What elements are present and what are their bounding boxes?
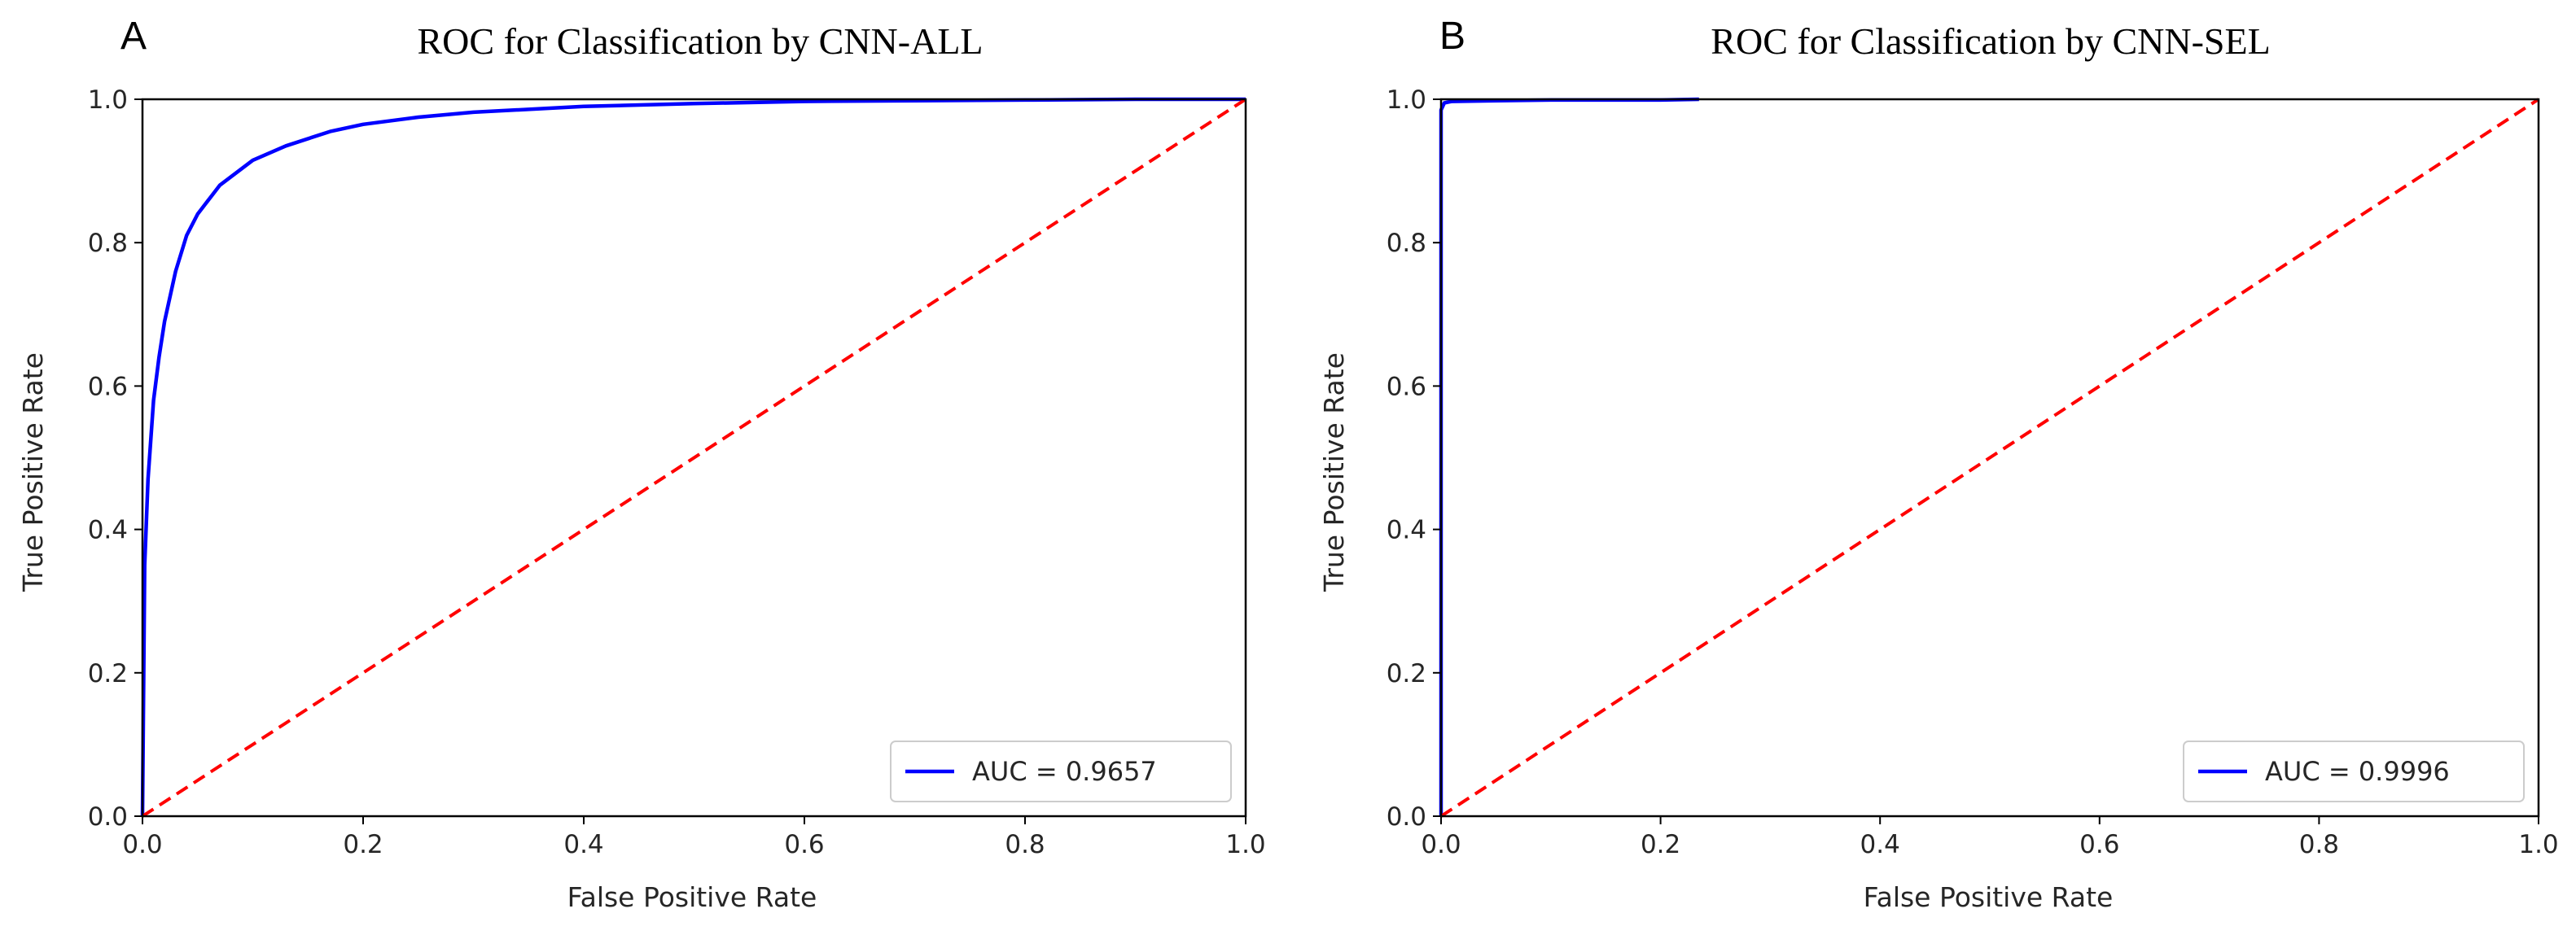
legend-box [890, 741, 1232, 802]
plot-area: 0.0 0.2 0.4 0.6 0.8 1.0 0.0 0.2 0.4 0.6 0.8 1.0 AUC … [1387, 85, 2559, 859]
roc-curve [1439, 97, 1699, 816]
roc-panel-a: A ROC for Classification by CNN-ALL Fals… [17, 15, 1266, 913]
x-tick-label: 1.0 [1225, 830, 1265, 859]
plot-area: 0.0 0.2 0.4 0.6 0.8 1.0 0.0 0.2 0.4 0.6 0.8 1.0 AUC … [88, 85, 1266, 859]
x-tick-label: 0.6 [2079, 830, 2119, 859]
y-tick-label: 0.0 [1387, 802, 1426, 832]
y-tick-label: 0.8 [1387, 229, 1426, 258]
chance-diagonal-line [1439, 98, 2540, 818]
y-axis-label: True Positive Rate [1318, 352, 1350, 592]
y-tick-label: 1.0 [1387, 85, 1426, 115]
x-tick-label: 0.4 [1860, 830, 1900, 859]
roc-panel-b: B ROC for Classification by CNN-SEL Fals… [1318, 15, 2559, 913]
legend-label: AUC = 0.9996 [2265, 756, 2450, 787]
y-tick-label: 1.0 [88, 85, 128, 115]
y-tick-label: 0.2 [1387, 659, 1426, 688]
legend: AUC = 0.9996 [2183, 741, 2525, 802]
x-tick-label: 1.0 [2518, 830, 2558, 859]
legend: AUC = 0.9657 [890, 741, 1232, 802]
x-tick-label: 0.0 [122, 830, 162, 859]
x-tick-label: 0.4 [563, 830, 603, 859]
x-tick-label: 0.6 [784, 830, 824, 859]
x-tick-label: 0.2 [343, 830, 383, 859]
axes-frame [1439, 98, 2540, 818]
chart-title: ROC for Classification by CNN-ALL [417, 20, 983, 62]
panel-label: B [1439, 15, 1465, 58]
legend-label: AUC = 0.9657 [972, 756, 1157, 787]
x-axis-label: False Positive Rate [1864, 881, 2114, 913]
y-tick-label: 0.2 [88, 659, 128, 688]
axes-frame [141, 98, 1247, 818]
x-tick-label: 0.8 [1005, 830, 1045, 859]
x-tick-label: 0.0 [1421, 830, 1461, 859]
x-tick-label: 0.2 [1641, 830, 1680, 859]
chart-title: ROC for Classification by CNN-SEL [1711, 20, 2270, 62]
y-tick-label: 0.4 [1387, 516, 1426, 545]
y-tick-label: 0.0 [88, 802, 128, 832]
y-tick-label: 0.6 [1387, 372, 1426, 401]
y-tick-label: 0.8 [88, 229, 128, 258]
y-tick-label: 0.4 [88, 516, 128, 545]
panel-label: A [120, 15, 147, 58]
x-tick-label: 0.8 [2299, 830, 2339, 859]
legend-box [2183, 741, 2525, 802]
y-tick-label: 0.6 [88, 372, 128, 401]
chance-diagonal-line [141, 98, 1247, 818]
x-axis-label: False Positive Rate [567, 881, 817, 913]
y-axis-label: True Positive Rate [17, 352, 49, 592]
roc-curve [140, 97, 1246, 817]
